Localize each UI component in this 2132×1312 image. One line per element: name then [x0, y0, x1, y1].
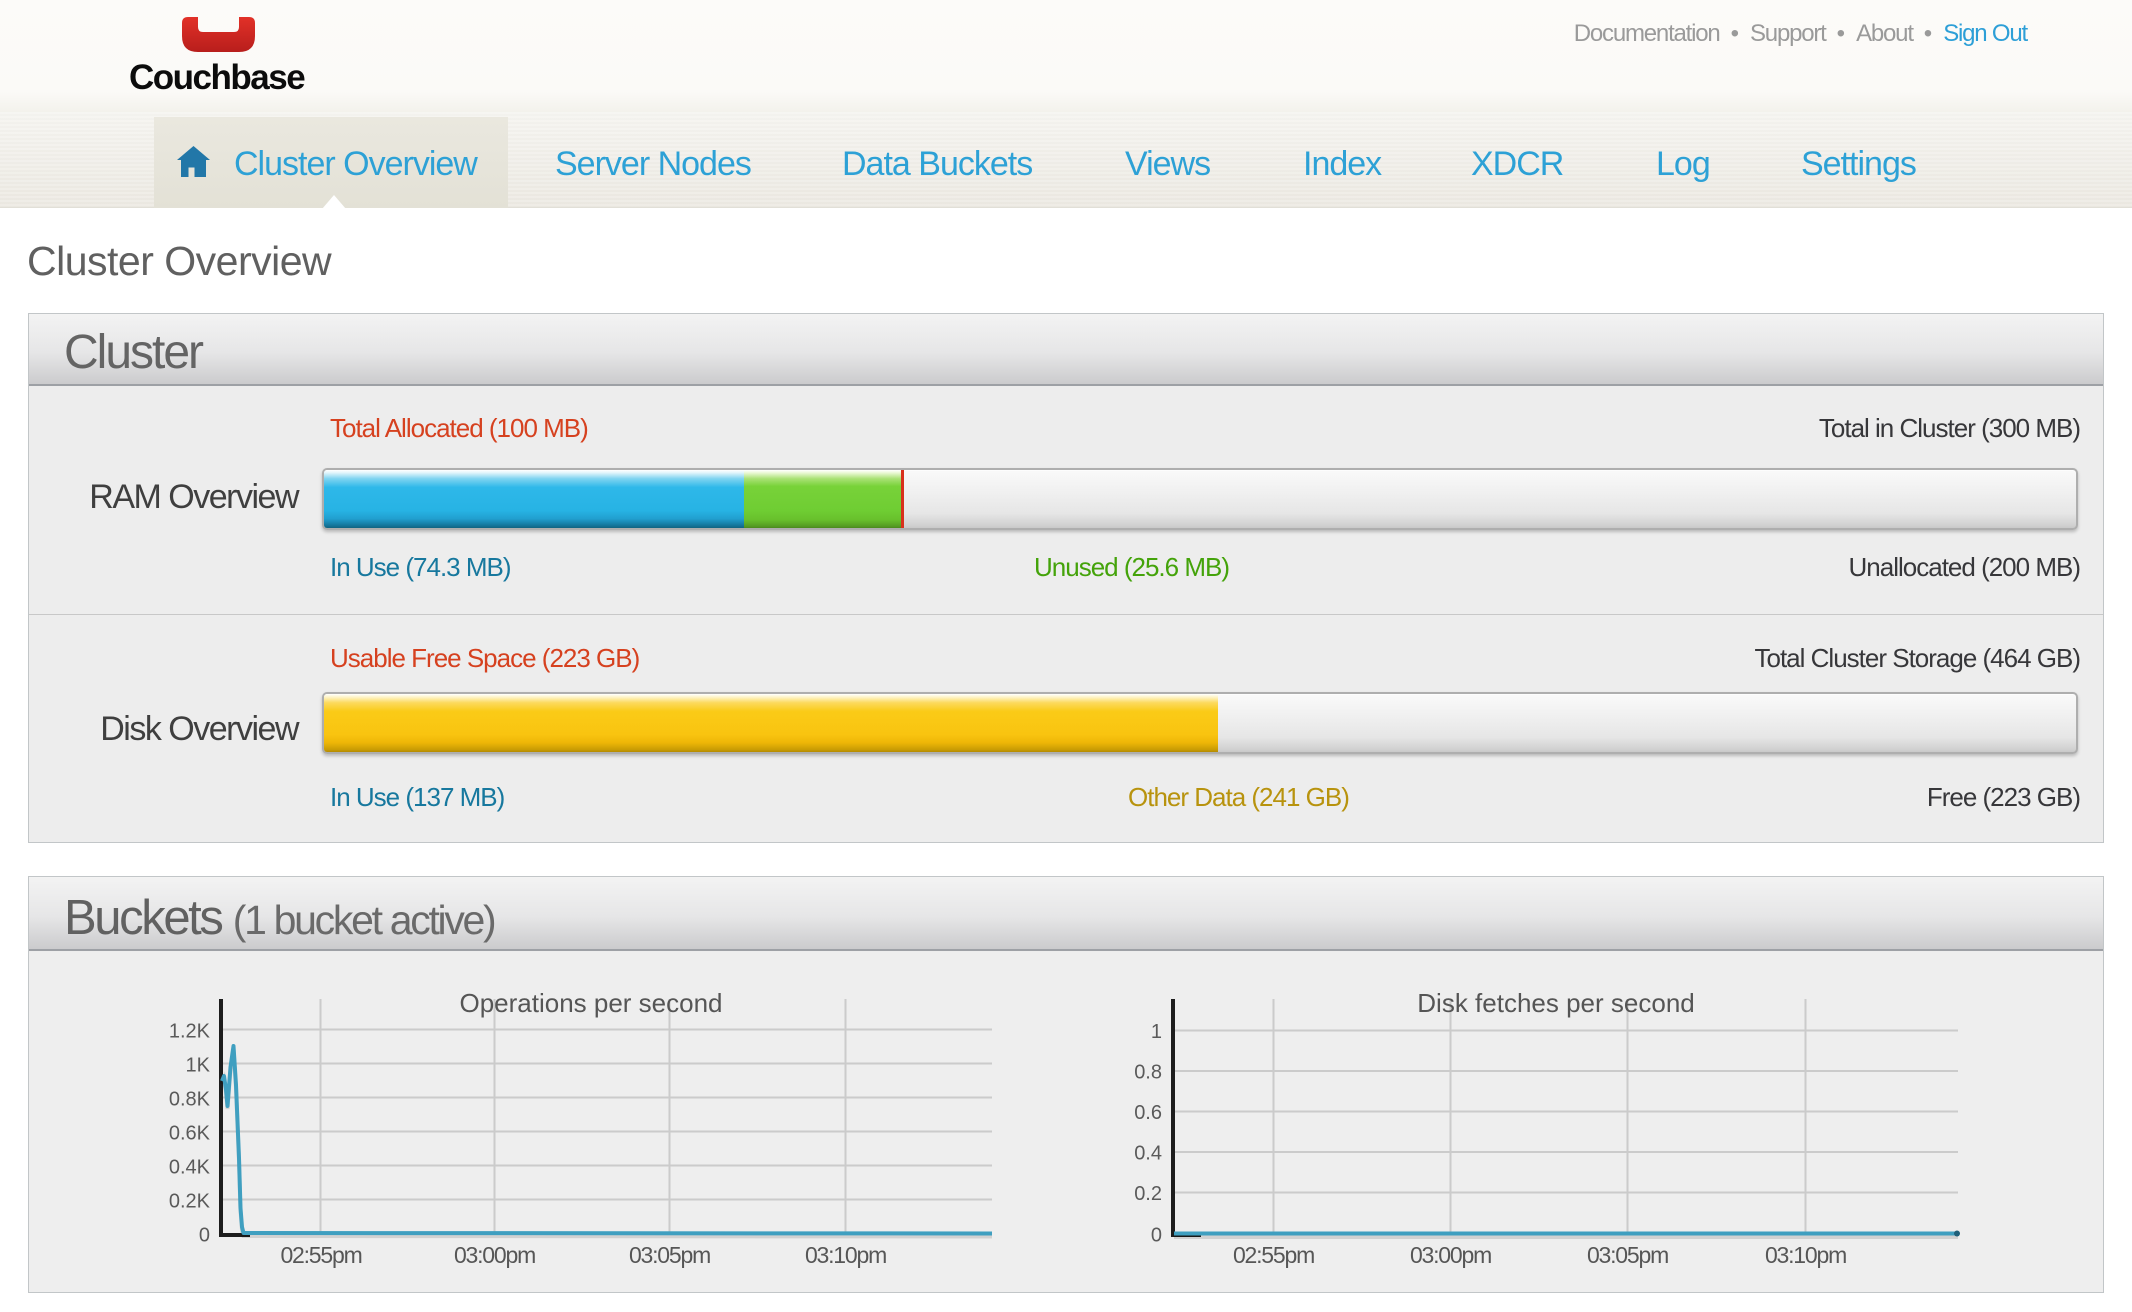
svg-text:03:10pm: 03:10pm — [805, 1242, 886, 1268]
svg-text:1K: 1K — [186, 1055, 211, 1077]
svg-text:1: 1 — [1151, 1021, 1162, 1043]
svg-text:02:55pm: 02:55pm — [1233, 1242, 1314, 1268]
svg-text:1.2K: 1.2K — [169, 1021, 211, 1043]
svg-text:03:00pm: 03:00pm — [454, 1242, 535, 1268]
svg-text:0.2: 0.2 — [1134, 1183, 1162, 1205]
svg-text:0.4: 0.4 — [1134, 1143, 1162, 1165]
svg-text:0.8K: 0.8K — [169, 1089, 211, 1111]
svg-text:02:55pm: 02:55pm — [280, 1242, 361, 1268]
svg-text:0.6K: 0.6K — [169, 1123, 211, 1145]
svg-text:03:05pm: 03:05pm — [1587, 1242, 1668, 1268]
svg-text:03:00pm: 03:00pm — [1410, 1242, 1491, 1268]
svg-text:Disk fetches per second: Disk fetches per second — [1417, 988, 1694, 1018]
svg-text:03:05pm: 03:05pm — [629, 1242, 710, 1268]
svg-text:Operations per second: Operations per second — [459, 988, 722, 1018]
svg-text:0.8: 0.8 — [1134, 1062, 1162, 1084]
svg-text:03:10pm: 03:10pm — [1765, 1242, 1846, 1268]
svg-text:0.2K: 0.2K — [169, 1191, 211, 1213]
svg-text:0: 0 — [1151, 1225, 1162, 1247]
svg-text:0: 0 — [199, 1225, 210, 1247]
svg-text:0.6: 0.6 — [1134, 1102, 1162, 1124]
svg-text:0.4K: 0.4K — [169, 1157, 211, 1179]
